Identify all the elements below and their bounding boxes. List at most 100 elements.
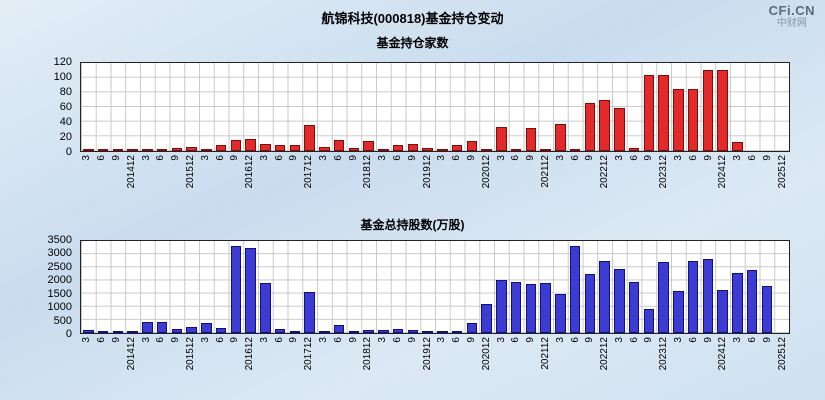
x-tick-label: 9 <box>110 337 122 343</box>
bar <box>437 149 448 151</box>
x-tick-label: 6 <box>569 337 581 343</box>
x-tick-label: 3 <box>81 155 93 161</box>
y-tick-label: 1500 <box>47 287 72 300</box>
bar <box>422 331 433 333</box>
y-tick-label: 80 <box>59 86 72 98</box>
x-tick-label: 201812 <box>362 337 374 371</box>
bar <box>112 331 124 333</box>
bar <box>481 304 492 333</box>
bar <box>584 273 596 333</box>
bar <box>717 70 728 151</box>
chart2-x-axis: 3 6 9 201412 3 6 9 201512 3 6 9 201612 3 6 9 201712 3 6 9 2… <box>80 335 790 393</box>
x-tick-label: 3 <box>258 337 270 343</box>
page-title: 航锦科技(000818)基金持仓变动 <box>321 11 504 26</box>
bar <box>171 329 183 333</box>
x-tick-label: 202112 <box>539 155 551 188</box>
x-tick-label: 6 <box>214 337 226 343</box>
bar <box>142 149 153 151</box>
x-tick-label: 202112 <box>539 337 551 370</box>
bar <box>717 289 728 333</box>
x-tick-label: 9 <box>643 337 655 343</box>
bar <box>215 327 227 333</box>
chart1-y-axis: 0 20 40 60 80 100 120 <box>0 56 76 158</box>
bar <box>215 145 227 151</box>
y-tick-label: 3500 <box>47 234 72 246</box>
x-tick-label: 9 <box>643 155 655 161</box>
bar <box>614 268 625 333</box>
bar <box>333 325 345 333</box>
x-tick-label: 3 <box>140 155 152 161</box>
bar <box>230 140 242 151</box>
x-tick-label: 202512 <box>776 155 788 189</box>
x-tick-label: 202012 <box>480 155 492 189</box>
x-tick-label: 202012 <box>480 337 492 371</box>
bar <box>702 70 714 151</box>
bar <box>363 140 374 151</box>
bar <box>289 145 301 151</box>
x-tick-label: 9 <box>288 337 300 343</box>
bar <box>569 148 581 151</box>
y-tick-label: 0 <box>65 146 72 158</box>
x-tick-label: 3 <box>495 337 507 343</box>
x-tick-label: 3 <box>554 337 566 343</box>
bar <box>540 148 551 151</box>
bar <box>392 329 404 333</box>
bar <box>510 281 522 333</box>
bar <box>687 88 699 151</box>
bar <box>97 149 109 151</box>
bar <box>466 322 478 333</box>
bar <box>289 331 301 333</box>
bar <box>392 145 404 151</box>
bar <box>481 148 492 151</box>
bar <box>702 259 714 333</box>
x-tick-label: 6 <box>687 337 699 343</box>
x-tick-label: 3 <box>318 155 330 161</box>
bar <box>658 75 669 151</box>
x-tick-label: 201712 <box>303 337 315 371</box>
bar <box>569 246 581 333</box>
x-tick-label: 201912 <box>421 155 433 189</box>
x-tick-label: 3 <box>199 337 211 343</box>
bar <box>628 281 640 333</box>
x-tick-label: 9 <box>229 155 241 161</box>
bar <box>319 146 330 151</box>
x-tick-label: 6 <box>687 155 699 161</box>
x-tick-label: 9 <box>406 337 418 343</box>
bar <box>658 262 669 333</box>
x-tick-label: 6 <box>332 337 344 343</box>
y-tick-label: 60 <box>59 101 72 113</box>
x-tick-label: 3 <box>436 155 448 161</box>
y-tick-label: 2000 <box>47 274 72 287</box>
bar <box>746 269 758 333</box>
bar <box>171 148 183 151</box>
x-tick-label: 6 <box>510 155 522 161</box>
x-tick-label: 3 <box>318 337 330 343</box>
x-tick-label: 201412 <box>125 155 137 189</box>
bar <box>437 331 448 333</box>
x-tick-label: 9 <box>584 155 596 161</box>
bar <box>127 330 138 333</box>
bar <box>97 331 109 333</box>
x-tick-label: 3 <box>258 155 270 161</box>
bar <box>422 148 433 151</box>
x-tick-label: 3 <box>673 155 685 161</box>
bar <box>230 246 242 333</box>
bar <box>525 284 537 333</box>
bar <box>466 140 478 151</box>
bar <box>628 148 640 151</box>
x-tick-label: 6 <box>155 155 167 161</box>
x-tick-label: 3 <box>436 337 448 343</box>
x-tick-label: 202412 <box>717 337 729 371</box>
x-tick-label: 201612 <box>244 337 256 371</box>
bar <box>201 322 212 333</box>
x-tick-label: 201912 <box>421 337 433 371</box>
y-tick-label: 120 <box>53 56 72 68</box>
bar <box>525 127 537 151</box>
x-tick-label: 9 <box>584 337 596 343</box>
x-tick-label: 3 <box>554 155 566 161</box>
bar <box>407 329 419 333</box>
x-tick-label: 9 <box>288 155 300 161</box>
x-tick-label: 9 <box>761 337 773 343</box>
x-tick-label: 6 <box>628 337 640 343</box>
x-tick-label: 3 <box>673 337 685 343</box>
